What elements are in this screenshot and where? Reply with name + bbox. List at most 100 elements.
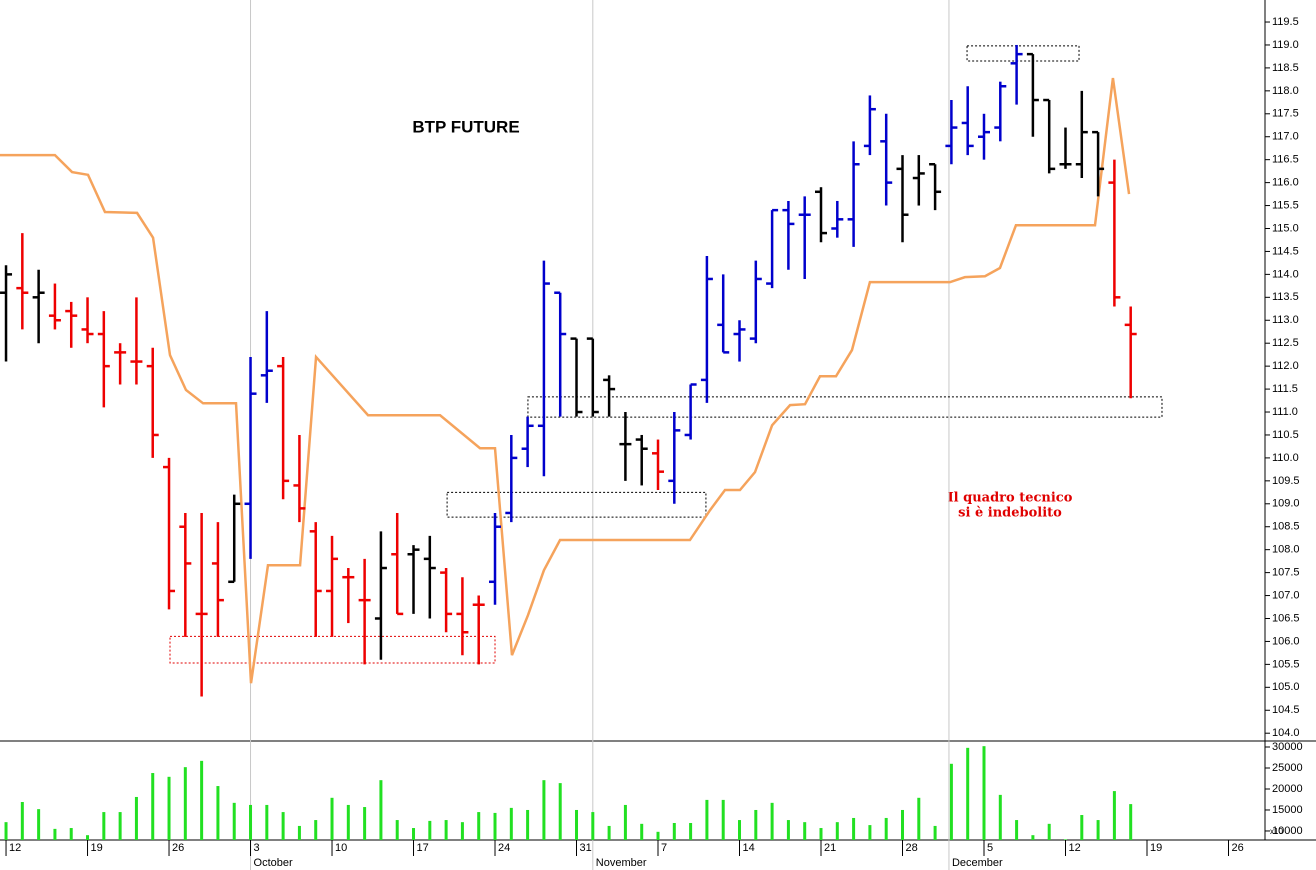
volume-bar: [69, 828, 73, 840]
x-tick-label: 19: [1150, 842, 1162, 854]
y-tick-label: 111.0: [1272, 406, 1298, 418]
y-tick-label: 115.0: [1272, 222, 1299, 234]
y-tick-label: 105.5: [1272, 658, 1300, 670]
volume-bar: [395, 820, 399, 840]
y-tick-label: 110.5: [1272, 429, 1299, 441]
volume-bar: [868, 825, 872, 840]
volume-bar: [346, 804, 350, 840]
zone: [527, 396, 1163, 418]
volume-bar: [297, 825, 301, 840]
volume-bar: [314, 820, 318, 840]
volume-bar: [1096, 820, 1100, 840]
y-tick-label: 111.5: [1272, 383, 1298, 395]
y2-tick-label: 20000: [1272, 783, 1303, 795]
y-tick-label: 109.0: [1272, 498, 1300, 510]
x-tick-label: 7: [661, 842, 667, 854]
x-tick-label: 12: [1068, 842, 1080, 854]
volume-bar: [412, 828, 416, 840]
volume-bar: [607, 825, 611, 840]
volume-bar: [281, 812, 285, 840]
volume-bar: [4, 822, 8, 840]
y-tick-label: 107.5: [1272, 567, 1300, 579]
volume-bar: [949, 763, 953, 840]
volume-bar: [330, 797, 334, 840]
y-tick-label: 114.0: [1272, 268, 1299, 280]
volume-bar: [232, 802, 236, 840]
x-tick-label: 3: [254, 842, 260, 854]
volume-bar: [1031, 835, 1035, 840]
volume-multiplier: x10: [1270, 827, 1283, 836]
x-tick-label: 19: [91, 842, 103, 854]
zone: [966, 45, 1080, 62]
y-tick-label: 106.5: [1272, 612, 1300, 624]
volume-bar: [852, 817, 856, 840]
volume-bar: [1015, 820, 1019, 840]
y-tick-label: 109.5: [1272, 475, 1300, 487]
volume-bar: [901, 809, 905, 840]
volume-bar: [575, 809, 579, 840]
y-tick-label: 115.5: [1272, 199, 1299, 211]
y2-tick-label: 30000: [1272, 741, 1303, 753]
x-tick-label: 21: [824, 842, 836, 854]
volume-bar: [216, 786, 220, 840]
volume-bar: [265, 804, 269, 840]
x-tick-label: 26: [1231, 842, 1243, 854]
y-tick-label: 116.5: [1272, 154, 1299, 166]
x-tick-label: 28: [906, 842, 918, 854]
volume-bar: [917, 797, 921, 840]
zone: [446, 491, 707, 518]
y-tick-label: 104.5: [1272, 704, 1300, 716]
volume-bar: [623, 804, 627, 840]
volume-bar: [151, 773, 155, 840]
volume-bar: [558, 783, 562, 840]
volume-bar: [444, 820, 448, 840]
volume-bar: [477, 812, 481, 840]
y-tick-label: 108.0: [1272, 544, 1300, 556]
volume-bar: [738, 820, 742, 840]
volume-bar: [526, 809, 530, 840]
annotation: si è indebolito: [958, 506, 1062, 521]
y-tick-label: 110.0: [1272, 452, 1299, 464]
volume-bar: [20, 802, 24, 840]
volume-bar: [786, 820, 790, 840]
y-tick-label: 119.0: [1272, 39, 1299, 51]
y2-tick-label: 10000: [1272, 825, 1303, 837]
y-tick-label: 108.5: [1272, 521, 1300, 533]
volume-bar: [1047, 823, 1051, 840]
volume-bar: [1112, 791, 1116, 840]
month-label: December: [952, 857, 1003, 869]
volume-bar: [982, 746, 986, 840]
volume-bar: [1080, 815, 1084, 840]
x-tick-label: 24: [498, 842, 510, 854]
volume-bar: [363, 807, 367, 840]
volume-bar: [754, 809, 758, 840]
x-tick-label: 5: [987, 842, 993, 854]
y-tick-label: 113.5: [1272, 291, 1299, 303]
y-tick-label: 105.0: [1272, 681, 1300, 693]
y-tick-label: 104.0: [1272, 727, 1300, 739]
volume-bar: [835, 822, 839, 840]
volume-bar: [689, 822, 693, 840]
volume-bar: [884, 817, 888, 840]
volume-bar: [542, 780, 546, 840]
volume-bar: [672, 822, 676, 840]
x-tick-label: 17: [417, 842, 429, 854]
volume-bar: [509, 807, 513, 840]
stop-line: [0, 77, 1131, 684]
chart-title: BTP FUTURE: [412, 117, 519, 136]
volume-bar: [53, 828, 57, 840]
x-tick-label: 31: [580, 842, 592, 854]
zone: [169, 635, 496, 664]
x-tick-label: 10: [335, 842, 347, 854]
volume-bar: [770, 802, 774, 840]
volume-bar: [819, 828, 823, 840]
volume-bar: [167, 776, 171, 840]
volume-bar: [379, 780, 383, 840]
volume-bar: [966, 747, 970, 840]
volume-bar: [118, 812, 122, 840]
y2-tick-label: 25000: [1272, 762, 1303, 774]
y-tick-label: 118.5: [1272, 62, 1299, 74]
y-tick-label: 112.0: [1272, 360, 1299, 372]
volume-bar: [656, 831, 660, 840]
